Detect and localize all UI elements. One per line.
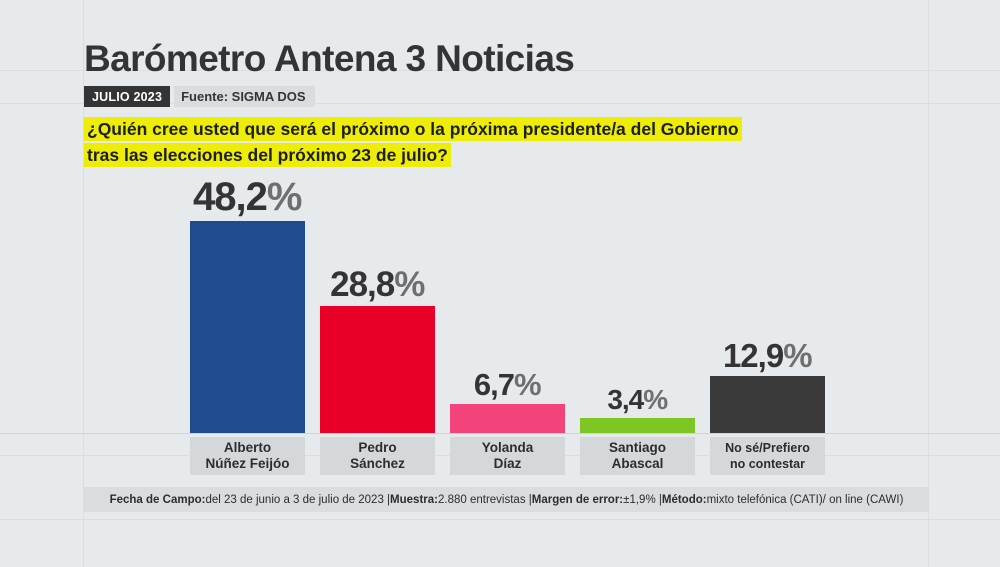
grid-line-vertical-left bbox=[83, 0, 84, 567]
category-label-santiago-abascal: Santiago Abascal bbox=[580, 437, 695, 475]
bar-value-no-sabe-no-contesta: 12,9% bbox=[722, 337, 813, 374]
bar-no-sabe-no-contesta bbox=[710, 376, 825, 433]
footer-field-date-label: Fecha de Campo: bbox=[109, 493, 206, 506]
category-label-no-sabe-no-contesta: No sé/Prefiero no contestar bbox=[710, 437, 825, 475]
grid-line-horizontal-top bbox=[0, 70, 1000, 71]
footer-method-value: mixto telefónica (CATI)/ on line (CAWI) bbox=[706, 493, 904, 506]
meta-row: JULIO 2023 Fuente: SIGMA DOS bbox=[84, 86, 315, 107]
bar-yolanda-diaz bbox=[450, 404, 565, 433]
page-title: Barómetro Antena 3 Noticias bbox=[84, 38, 575, 79]
category-label-line-1: Santiago bbox=[608, 439, 666, 455]
bar-value-alberto-nunez-feijoo: 48,2% bbox=[193, 175, 302, 219]
footer-sample-label: Muestra: bbox=[390, 493, 438, 506]
category-label-pedro-sanchez: Pedro Sánchez bbox=[320, 437, 435, 475]
category-label-line-1: No sé/Prefiero bbox=[725, 440, 810, 455]
chart-baseline bbox=[0, 433, 1000, 434]
grid-line-vertical-right bbox=[928, 0, 929, 567]
bar-value-santiago-abascal: 3,4% bbox=[607, 384, 668, 415]
period-badge: JULIO 2023 bbox=[84, 86, 171, 107]
footer-field-date-value: del 23 de junio a 3 de julio de 2023 | bbox=[205, 493, 391, 506]
category-label-line-2: Núñez Feijóo bbox=[205, 456, 290, 471]
category-label-line-1: Alberto bbox=[223, 439, 272, 455]
category-label-line-1: Yolanda bbox=[481, 439, 534, 455]
poll-question-line-2: tras las elecciones del próximo 23 de ju… bbox=[84, 143, 451, 167]
bar-santiago-abascal bbox=[580, 418, 695, 433]
footer-error-value: ±1,9% | bbox=[623, 493, 662, 506]
grid-line-horizontal-bottom bbox=[0, 519, 1000, 520]
category-label-line-2: Abascal bbox=[611, 456, 664, 471]
category-label-line-1: Pedro bbox=[358, 439, 397, 455]
poll-question: ¿Quién cree usted que será el próximo o … bbox=[84, 116, 934, 168]
category-label-line-2: no contestar bbox=[729, 457, 805, 471]
bar-value-yolanda-diaz: 6,7% bbox=[473, 367, 542, 402]
category-label-line-2: Sánchez bbox=[350, 456, 405, 471]
category-label-line-2: Díaz bbox=[493, 456, 522, 471]
category-label-yolanda-diaz: Yolanda Díaz bbox=[450, 437, 565, 475]
bar-value-pedro-sanchez: 28,8% bbox=[330, 265, 425, 304]
footer-sample-value: 2.880 entrevistas | bbox=[437, 493, 532, 506]
grid-line-horizontal-upper bbox=[0, 103, 1000, 104]
bar-alberto-nunez-feijoo bbox=[190, 221, 305, 433]
poll-question-line-1: ¿Quién cree usted que será el próximo o … bbox=[84, 117, 742, 141]
category-label-alberto-nunez-feijoo: Alberto Núñez Feijóo bbox=[190, 437, 305, 475]
footer-error-label: Margen de error: bbox=[531, 493, 624, 506]
footer-method-label: Método: bbox=[661, 493, 707, 506]
bar-pedro-sanchez bbox=[320, 306, 435, 433]
source-label: Fuente: SIGMA DOS bbox=[174, 86, 315, 107]
methodology-footer: Fecha de Campo: del 23 de junio a 3 de j… bbox=[84, 487, 929, 512]
